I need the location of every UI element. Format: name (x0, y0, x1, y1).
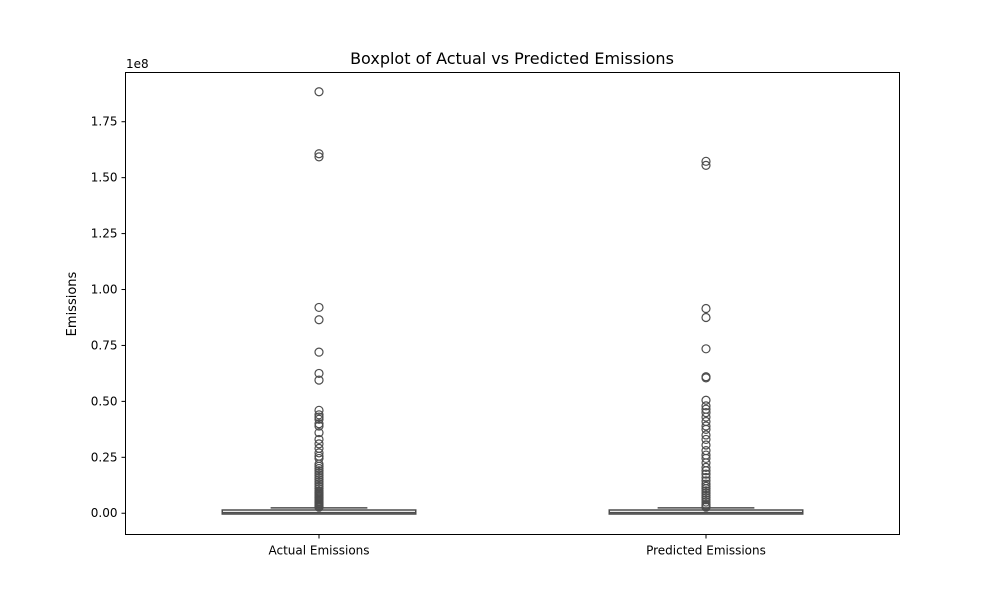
y-tick-label: 0.75 (91, 338, 118, 352)
outlier-point (701, 469, 711, 479)
outlier-point (701, 160, 711, 170)
outlier-point (701, 440, 711, 450)
outlier-point (314, 434, 324, 445)
outlier-point (701, 373, 711, 383)
y-tick-label: 1.00 (91, 283, 118, 297)
outlier-point (701, 453, 711, 464)
outlier-point (314, 414, 324, 424)
outlier-point (701, 462, 711, 472)
outlier-point (314, 405, 324, 415)
outlier-point (314, 421, 324, 431)
outlier-point (701, 412, 711, 422)
x-axis-ticks: Actual Emissions Predicted Emissions (268, 534, 766, 558)
y-offset-label: 1e8 (126, 57, 149, 71)
plot-area (221, 87, 804, 515)
outlier-point (701, 407, 711, 418)
outlier-point (314, 87, 324, 97)
outlier-point (701, 312, 711, 323)
y-tick-label: 1.75 (91, 115, 118, 129)
y-tick-label: 0.25 (91, 450, 118, 464)
outlier-point (314, 315, 324, 325)
box-group (608, 156, 804, 515)
axes-frame (125, 72, 900, 535)
outlier-point (701, 472, 711, 483)
outlier-point (701, 502, 711, 512)
outlier-point (314, 302, 324, 313)
outlier-point (314, 439, 324, 449)
box-group (221, 87, 417, 515)
y-tick-label: 1.50 (91, 171, 118, 185)
outlier-point (314, 448, 324, 458)
y-tick-label: 0.50 (91, 394, 118, 408)
y-axis-ticks: 0.00 0.25 0.50 0.75 1.00 1.25 1.50 1.75 (91, 115, 126, 520)
outlier-point (314, 375, 324, 385)
outlier-point (701, 421, 711, 431)
outlier-point (701, 430, 711, 440)
outlier-point (701, 395, 711, 405)
outlier-point (701, 424, 711, 434)
outlier-point (701, 303, 711, 314)
outlier-point (314, 347, 324, 357)
outlier-point (314, 152, 324, 162)
x-tick-label: Predicted Emissions (646, 544, 766, 558)
y-axis-label: Emissions (65, 271, 80, 336)
outlier-point (314, 149, 324, 159)
x-tick-label: Actual Emissions (268, 544, 369, 558)
outlier-point (314, 502, 324, 512)
y-tick-label: 0.00 (91, 506, 118, 520)
outlier-point (701, 434, 711, 445)
outlier-point (314, 428, 324, 438)
outlier-point (314, 368, 324, 379)
outlier-point (701, 401, 711, 411)
outlier-point (701, 466, 711, 476)
chart-title: Boxplot of Actual vs Predicted Emissions (350, 49, 674, 68)
y-tick-label: 1.25 (91, 227, 118, 241)
outlier-point (701, 156, 711, 166)
outlier-point (701, 344, 711, 354)
